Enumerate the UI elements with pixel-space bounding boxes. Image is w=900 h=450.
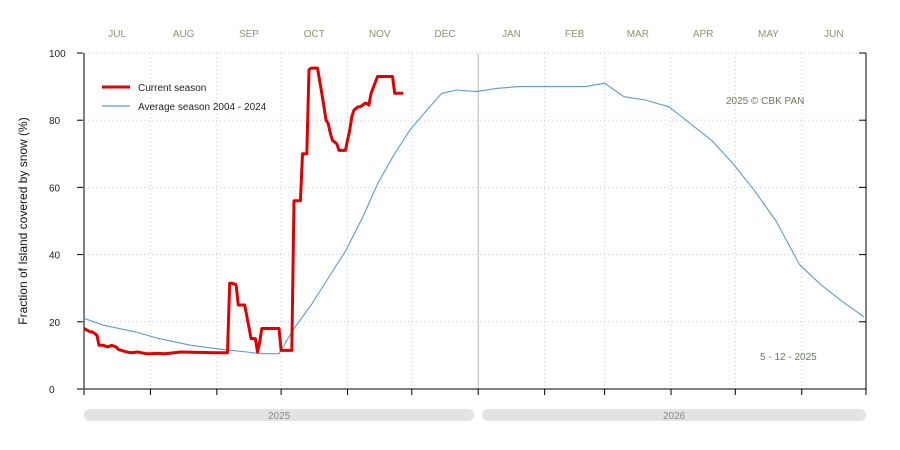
year-bar — [84, 409, 475, 421]
month-label: OCT — [304, 29, 325, 40]
series-lines — [83, 66, 865, 356]
grid — [84, 52, 866, 389]
y-tick-label: 100 — [49, 49, 66, 60]
legend-average-label: Average season 2004 - 2024 — [138, 102, 267, 113]
year-label: 2025 — [268, 411, 291, 422]
year-label: 2026 — [663, 411, 686, 422]
month-label: JAN — [502, 29, 521, 40]
month-labels: JUL AUG SEP OCT NOV DEC JAN FEB MAR APR MAY JUN — [108, 29, 843, 40]
y-tick-label: 80 — [49, 116, 61, 127]
legend-current-label: Current season — [138, 83, 206, 94]
y-tick-label: 20 — [49, 318, 61, 329]
month-label: JUN — [824, 29, 843, 40]
month-label: MAR — [627, 29, 649, 40]
current-season-line — [83, 66, 404, 356]
y-tick-label: 40 — [49, 251, 61, 262]
date-stamp: 5 - 12 - 2025 — [760, 352, 817, 363]
month-label: FEB — [565, 29, 585, 40]
month-label: DEC — [434, 29, 455, 40]
y-tick-label: 60 — [49, 183, 61, 194]
month-label: JUL — [108, 29, 126, 40]
year-bars: 2025 2026 — [84, 409, 866, 422]
y-axis-label: Fraction of Island covered by snow (%) — [16, 117, 30, 324]
month-label: APR — [693, 29, 714, 40]
axes: 0 20 40 60 80 100 — [49, 49, 867, 396]
month-label: AUG — [173, 29, 195, 40]
month-label: MAY — [758, 29, 779, 40]
year-bar — [482, 409, 866, 421]
legend: Current season Average season 2004 - 202… — [102, 83, 267, 113]
month-label: SEP — [239, 29, 259, 40]
month-label: NOV — [369, 29, 391, 40]
y-tick-label: 0 — [49, 385, 55, 396]
copyright-label: 2025 © CBK PAN — [726, 96, 804, 107]
average-season-line — [83, 82, 865, 355]
